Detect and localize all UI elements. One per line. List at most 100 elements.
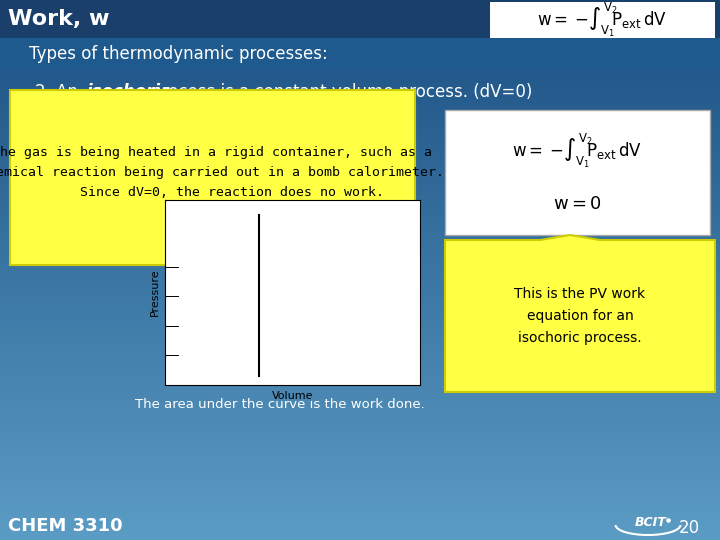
- Bar: [0, 489, 720, 490]
- Bar: [0, 344, 720, 345]
- Bar: [0, 390, 720, 391]
- Bar: [0, 40, 720, 41]
- Bar: [0, 227, 720, 228]
- Bar: [0, 465, 720, 466]
- Bar: [0, 173, 720, 174]
- Bar: [0, 305, 720, 306]
- Bar: [0, 62, 720, 63]
- Bar: [0, 519, 720, 520]
- Bar: [0, 327, 720, 328]
- Bar: [0, 41, 720, 42]
- Bar: [0, 454, 720, 455]
- Text: process is a constant volume process. (dV=0): process is a constant volume process. (d…: [146, 83, 532, 101]
- FancyBboxPatch shape: [0, 0, 720, 38]
- Bar: [0, 42, 720, 43]
- Bar: [0, 528, 720, 529]
- Bar: [0, 282, 720, 283]
- Bar: [0, 35, 720, 36]
- Bar: [0, 162, 720, 163]
- Bar: [0, 66, 720, 67]
- Bar: [0, 101, 720, 102]
- Bar: [0, 478, 720, 479]
- Bar: [0, 536, 720, 537]
- Bar: [0, 490, 720, 491]
- FancyBboxPatch shape: [0, 38, 720, 70]
- Bar: [0, 98, 720, 99]
- Bar: [0, 259, 720, 260]
- Bar: [0, 58, 720, 59]
- Bar: [0, 467, 720, 468]
- Bar: [0, 77, 720, 78]
- Bar: [0, 208, 720, 209]
- Bar: [0, 274, 720, 275]
- Bar: [0, 16, 720, 17]
- Bar: [0, 225, 720, 226]
- Text: $\mathrm{w = -\!\int_{V_1}^{V_2}\!\! P_{ext}\, dV}$: $\mathrm{w = -\!\int_{V_1}^{V_2}\!\! P_{…: [537, 1, 667, 39]
- Bar: [0, 174, 720, 175]
- Bar: [0, 157, 720, 158]
- Bar: [0, 188, 720, 189]
- Bar: [0, 31, 720, 32]
- Bar: [0, 111, 720, 112]
- Bar: [0, 471, 720, 472]
- Bar: [0, 243, 720, 244]
- Text: Types of thermodynamic processes:: Types of thermodynamic processes:: [8, 45, 328, 63]
- Bar: [0, 74, 720, 75]
- Bar: [0, 143, 720, 144]
- Bar: [0, 51, 720, 52]
- Bar: [0, 252, 720, 253]
- Bar: [0, 118, 720, 119]
- Bar: [0, 458, 720, 459]
- Bar: [0, 72, 720, 73]
- Bar: [0, 190, 720, 191]
- Bar: [0, 505, 720, 506]
- Bar: [0, 355, 720, 356]
- Bar: [0, 34, 720, 35]
- Text: isochoric: isochoric: [86, 83, 170, 101]
- Bar: [0, 105, 720, 106]
- Bar: [0, 93, 720, 94]
- Bar: [0, 484, 720, 485]
- Bar: [0, 119, 720, 120]
- Bar: [0, 409, 720, 410]
- Bar: [0, 333, 720, 334]
- Bar: [0, 13, 720, 14]
- Bar: [0, 383, 720, 384]
- Bar: [0, 371, 720, 372]
- Bar: [0, 441, 720, 442]
- Bar: [0, 310, 720, 311]
- Bar: [0, 361, 720, 362]
- Bar: [0, 418, 720, 419]
- Bar: [0, 500, 720, 501]
- Bar: [0, 525, 720, 526]
- Bar: [0, 373, 720, 374]
- Bar: [0, 495, 720, 496]
- Bar: [0, 256, 720, 257]
- Bar: [0, 463, 720, 464]
- Bar: [0, 25, 720, 26]
- Bar: [0, 452, 720, 453]
- Bar: [0, 129, 720, 130]
- Bar: [0, 493, 720, 494]
- Bar: [0, 95, 720, 96]
- Bar: [0, 139, 720, 140]
- Bar: [0, 291, 720, 292]
- Bar: [0, 313, 720, 314]
- Bar: [0, 290, 720, 291]
- Bar: [0, 135, 720, 136]
- Bar: [0, 54, 720, 55]
- Bar: [0, 532, 720, 533]
- Bar: [0, 534, 720, 535]
- Bar: [0, 446, 720, 447]
- Bar: [0, 306, 720, 307]
- Bar: [0, 71, 720, 72]
- Bar: [0, 113, 720, 114]
- Bar: [0, 144, 720, 145]
- Bar: [0, 529, 720, 530]
- Bar: [0, 27, 720, 28]
- Bar: [0, 250, 720, 251]
- Bar: [0, 265, 720, 266]
- Bar: [0, 477, 720, 478]
- Bar: [0, 431, 720, 432]
- Bar: [0, 213, 720, 214]
